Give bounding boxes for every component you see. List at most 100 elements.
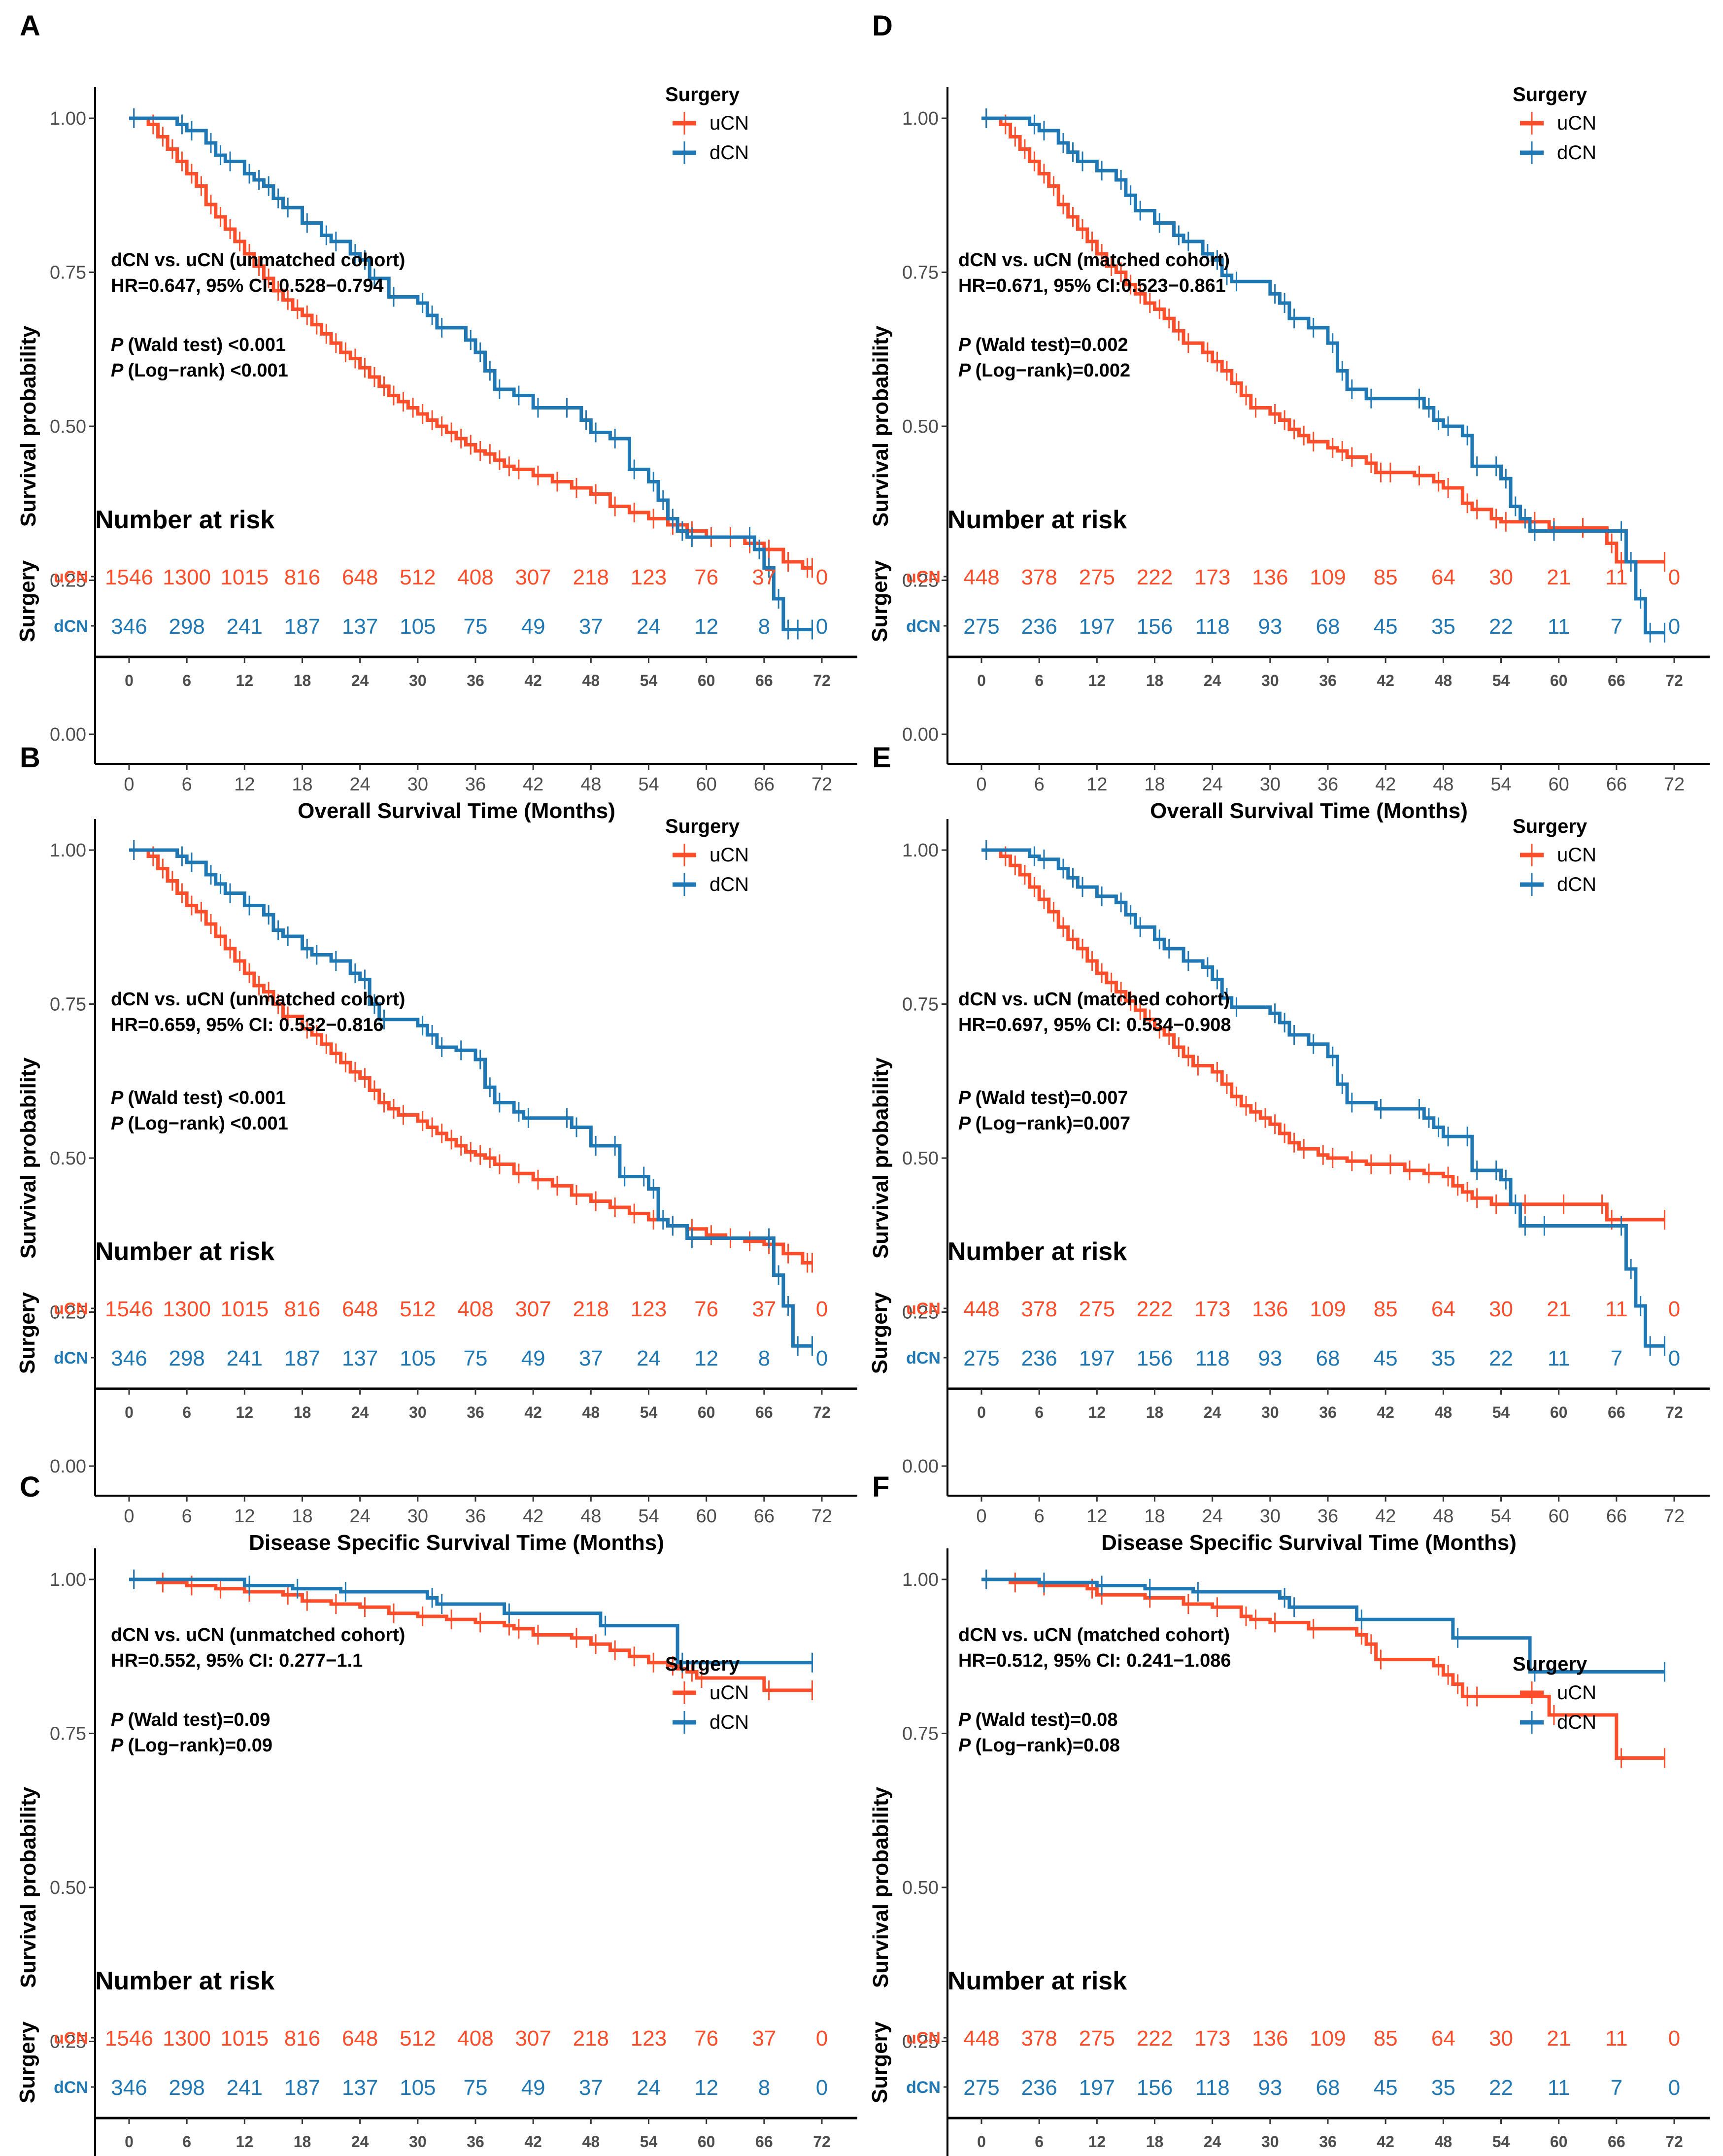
x-tick-label: 12: [234, 1506, 255, 1527]
panel-c: C0.000.250.500.751.000612182430364248546…: [15, 1471, 857, 2156]
risk-count-ucn: 136: [1252, 1297, 1288, 1321]
risk-strata-ucn: uCN: [54, 568, 88, 586]
risk-count-ucn: 1015: [220, 2026, 269, 2051]
risk-x-tick-label: 36: [467, 672, 484, 689]
risk-count-dcn: 11: [1548, 1346, 1570, 1370]
x-tick-label: 36: [465, 774, 486, 795]
risk-count-ucn: 85: [1374, 2026, 1398, 2051]
risk-count-ucn: 0: [816, 1297, 828, 1321]
risk-x-tick-label: 42: [1377, 2133, 1394, 2151]
risk-strata-dcn: dCN: [54, 2078, 88, 2097]
x-tick-label: 72: [811, 774, 832, 795]
risk-count-dcn: 24: [637, 615, 661, 639]
risk-count-dcn: 75: [464, 615, 488, 639]
risk-strata-ucn: uCN: [906, 568, 941, 586]
risk-x-tick-label: 48: [582, 1403, 600, 1421]
x-tick-label: 66: [1606, 774, 1627, 795]
risk-strata-title: Surgery: [868, 2021, 892, 2103]
risk-count-ucn: 21: [1547, 565, 1571, 589]
risk-count-dcn: 22: [1489, 615, 1513, 639]
risk-count-ucn: 173: [1194, 2026, 1230, 2051]
legend: Surgery uCN dCN: [665, 1653, 749, 1734]
risk-count-ucn: 378: [1021, 1297, 1057, 1321]
risk-count-ucn: 136: [1252, 565, 1288, 589]
km-curve-ucn: [129, 848, 812, 1265]
risk-count-ucn: 448: [963, 565, 999, 589]
risk-strata-dcn: dCN: [54, 1349, 88, 1368]
y-tick-label: 0.25: [50, 1302, 86, 1323]
risk-count-ucn: 136: [1252, 2026, 1288, 2051]
panel-e: E 0.00 0.25 0.50 0.75 1.00 0 6 12 18 24 30 36 42 48 54 6…: [868, 742, 1710, 1555]
risk-x-tick-label: 6: [1035, 1403, 1044, 1421]
risk-count-dcn: 22: [1489, 2076, 1513, 2100]
x-tick-label: 66: [754, 774, 775, 795]
risk-count-dcn: 275: [963, 2076, 999, 2100]
risk-x-tick-label: 18: [294, 2133, 311, 2151]
risk-x-tick-label: 66: [1608, 672, 1625, 689]
risk-count-ucn: 218: [573, 1297, 609, 1321]
risk-count-ucn: 76: [694, 1297, 718, 1321]
risk-x-tick-label: 30: [1261, 2133, 1279, 2151]
risk-x-tick-label: 66: [755, 1403, 773, 1421]
risk-x-tick-label: 60: [1550, 1403, 1568, 1421]
annotation-p-logrank: P (Log−rank) <0.001: [111, 1113, 288, 1134]
risk-count-dcn: 346: [111, 1346, 147, 1370]
censor-marks-ucn: [985, 108, 1665, 572]
x-tick-label: 42: [523, 1506, 543, 1527]
risk-x-tick-label: 42: [524, 672, 542, 689]
risk-strata-dcn: dCN: [906, 1349, 941, 1368]
risk-count-dcn: 346: [111, 615, 147, 639]
risk-count-ucn: 1015: [220, 565, 269, 589]
x-tick-label: 60: [696, 1506, 717, 1527]
risk-count-ucn: 123: [631, 565, 667, 589]
risk-count-dcn: 346: [111, 2076, 147, 2100]
risk-count-ucn: 648: [342, 2026, 378, 2051]
risk-count-dcn: 12: [694, 2076, 718, 2100]
x-tick-label: 66: [1606, 1506, 1627, 1527]
y-tick-label: 0.25: [902, 1302, 939, 1323]
risk-x-tick-label: 12: [1088, 1403, 1106, 1421]
risk-table: Number at risk Surgery uCN 1546 1300 1015 816 6…: [15, 1967, 857, 2151]
risk-x-tick-label: 36: [1319, 2133, 1337, 2151]
risk-count-dcn: 49: [521, 1346, 545, 1370]
censor-marks-dcn: [133, 840, 813, 1356]
risk-x-tick-label: 54: [1492, 672, 1510, 689]
risk-count-ucn: 37: [752, 1297, 776, 1321]
risk-table-title: Number at risk: [947, 506, 1127, 534]
km-curve-dcn: [981, 1577, 1665, 1674]
risk-count-ucn: 11: [1605, 565, 1628, 589]
annotation-comparison: dCN vs. uCN (unmatched cohort): [111, 250, 405, 271]
risk-count-ucn: 0: [1668, 2026, 1680, 2051]
risk-x-tick-label: 30: [409, 1403, 427, 1421]
legend-label-ucn: uCN: [1557, 844, 1596, 866]
annotation-p-wald: P (Wald test)=0.007: [958, 1088, 1128, 1108]
annotation-p-logrank: P (Log−rank)=0.007: [958, 1113, 1130, 1134]
risk-x-tick-label: 66: [755, 672, 773, 689]
risk-count-ucn: 21: [1547, 1297, 1571, 1321]
x-tick-label: 48: [580, 1506, 601, 1527]
risk-count-ucn: 378: [1021, 2026, 1057, 2051]
risk-count-dcn: 241: [227, 2076, 263, 2100]
y-axis-title: Survival probability: [869, 325, 893, 527]
y-tick-label: 0.25: [902, 2032, 939, 2053]
y-axis-title: Survival probability: [869, 1786, 893, 1988]
y-tick-label: 0.50: [50, 416, 86, 437]
risk-count-dcn: 137: [342, 2076, 378, 2100]
legend-label-dcn: dCN: [709, 142, 749, 164]
x-tick-label: 24: [350, 1506, 371, 1527]
risk-x-tick-label: 12: [1088, 672, 1106, 689]
risk-table: Number at risk Surgery uCN 1546 1300 1015 816 6…: [15, 506, 857, 689]
annotation-p-logrank: P (Log−rank)=0.08: [958, 1735, 1120, 1756]
risk-count-ucn: 173: [1194, 565, 1230, 589]
risk-count-ucn: 109: [1310, 2026, 1346, 2051]
risk-count-dcn: 49: [521, 615, 545, 639]
risk-x-tick-label: 54: [1492, 1403, 1510, 1421]
risk-count-ucn: 378: [1021, 565, 1057, 589]
risk-x-tick-label: 72: [813, 2133, 831, 2151]
risk-count-dcn: 7: [1611, 1346, 1622, 1370]
risk-count-dcn: 49: [521, 2076, 545, 2100]
risk-x-tick-label: 72: [1665, 1403, 1683, 1421]
risk-x-tick-label: 42: [1377, 672, 1394, 689]
risk-table: Number at risk Surgery uCN 1546 1300 1015 816 6…: [15, 1237, 857, 1421]
x-tick-label: 48: [1433, 774, 1453, 795]
